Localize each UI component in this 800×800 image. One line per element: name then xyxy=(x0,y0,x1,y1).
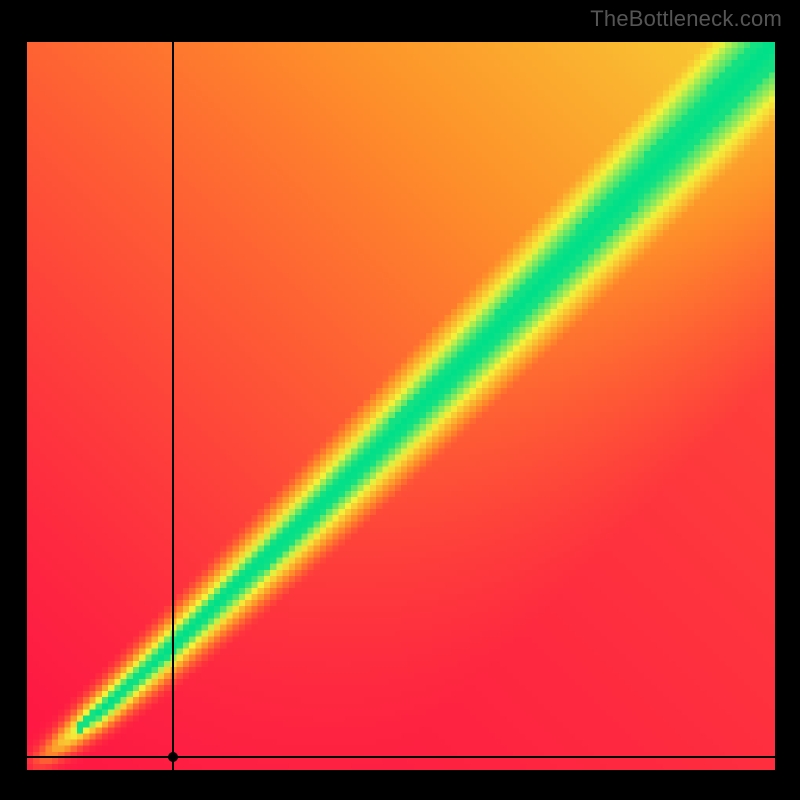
crosshair-vertical xyxy=(172,36,174,776)
heatmap-canvas xyxy=(27,42,775,770)
plot-frame xyxy=(21,36,781,776)
crosshair-horizontal xyxy=(21,756,781,758)
watermark-text: TheBottleneck.com xyxy=(590,6,782,32)
chart-container: TheBottleneck.com xyxy=(0,0,800,800)
plot-area xyxy=(27,42,775,770)
crosshair-dot xyxy=(168,752,178,762)
